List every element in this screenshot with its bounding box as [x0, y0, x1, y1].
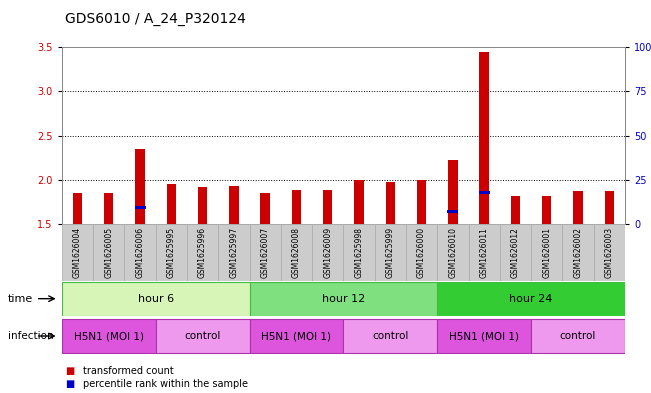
Text: ■: ■: [65, 379, 74, 389]
Bar: [437, 319, 531, 353]
Text: GSM1626010: GSM1626010: [449, 227, 458, 278]
Bar: [249, 282, 437, 316]
Bar: [104, 193, 113, 224]
Bar: [574, 191, 583, 224]
Text: H5N1 (MOI 1): H5N1 (MOI 1): [262, 331, 331, 341]
Text: GSM1626004: GSM1626004: [73, 227, 82, 278]
Bar: [594, 224, 625, 281]
Text: GSM1626011: GSM1626011: [480, 227, 489, 278]
Text: H5N1 (MOI 1): H5N1 (MOI 1): [74, 331, 144, 341]
Text: GSM1625995: GSM1625995: [167, 227, 176, 278]
Bar: [249, 224, 281, 281]
Bar: [323, 190, 333, 224]
Text: GSM1626008: GSM1626008: [292, 227, 301, 278]
Text: GSM1626006: GSM1626006: [135, 227, 145, 278]
Bar: [167, 184, 176, 224]
Text: hour 6: hour 6: [137, 294, 174, 304]
Text: control: control: [560, 331, 596, 341]
Bar: [437, 224, 469, 281]
Bar: [478, 191, 490, 194]
Text: GSM1626007: GSM1626007: [260, 227, 270, 278]
Text: GSM1625996: GSM1625996: [198, 227, 207, 278]
Bar: [406, 224, 437, 281]
Bar: [605, 191, 614, 224]
Text: GSM1626003: GSM1626003: [605, 227, 614, 278]
Text: hour 12: hour 12: [322, 294, 365, 304]
Text: GSM1626001: GSM1626001: [542, 227, 551, 278]
Text: GSM1626005: GSM1626005: [104, 227, 113, 278]
Bar: [343, 224, 375, 281]
Text: H5N1 (MOI 1): H5N1 (MOI 1): [449, 331, 519, 341]
Bar: [93, 224, 124, 281]
Text: percentile rank within the sample: percentile rank within the sample: [83, 379, 248, 389]
Bar: [531, 224, 562, 281]
Bar: [218, 224, 249, 281]
Bar: [469, 224, 500, 281]
Text: time: time: [8, 294, 33, 304]
Bar: [156, 319, 249, 353]
Bar: [62, 319, 156, 353]
Text: GSM1626000: GSM1626000: [417, 227, 426, 278]
Text: GSM1625998: GSM1625998: [355, 227, 363, 278]
Text: ■: ■: [65, 366, 74, 376]
Bar: [229, 186, 239, 224]
Bar: [135, 149, 145, 224]
Bar: [260, 193, 270, 224]
Bar: [62, 224, 93, 281]
Bar: [281, 224, 312, 281]
Text: GSM1625999: GSM1625999: [386, 227, 395, 278]
Text: GSM1626009: GSM1626009: [324, 227, 332, 278]
Bar: [385, 182, 395, 224]
Bar: [417, 180, 426, 224]
Bar: [480, 51, 489, 224]
Bar: [511, 196, 520, 224]
Bar: [531, 319, 625, 353]
Bar: [312, 224, 343, 281]
Text: GDS6010 / A_24_P320124: GDS6010 / A_24_P320124: [65, 12, 246, 26]
Bar: [156, 224, 187, 281]
Text: GSM1626002: GSM1626002: [574, 227, 583, 278]
Bar: [448, 160, 458, 224]
Bar: [542, 196, 551, 224]
Bar: [447, 210, 458, 213]
Text: GSM1626012: GSM1626012: [511, 227, 520, 278]
Bar: [135, 206, 146, 209]
Bar: [249, 319, 343, 353]
Bar: [62, 282, 249, 316]
Bar: [354, 180, 364, 224]
Bar: [375, 224, 406, 281]
Text: GSM1625997: GSM1625997: [229, 227, 238, 278]
Bar: [198, 187, 207, 224]
Bar: [292, 190, 301, 224]
Bar: [124, 224, 156, 281]
Bar: [437, 282, 625, 316]
Text: hour 24: hour 24: [510, 294, 553, 304]
Text: infection: infection: [8, 331, 53, 341]
Text: control: control: [184, 331, 221, 341]
Bar: [562, 224, 594, 281]
Bar: [500, 224, 531, 281]
Bar: [343, 319, 437, 353]
Bar: [187, 224, 218, 281]
Text: transformed count: transformed count: [83, 366, 174, 376]
Text: control: control: [372, 331, 409, 341]
Bar: [73, 193, 82, 224]
